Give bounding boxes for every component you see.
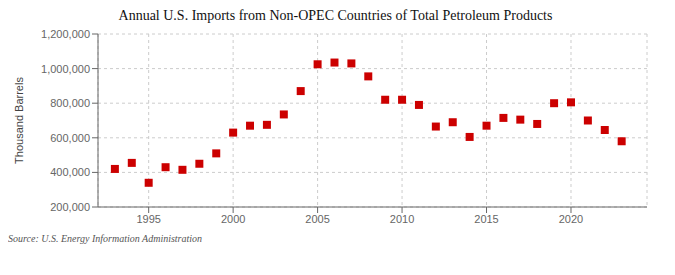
svg-text:1,000,000: 1,000,000 (41, 63, 90, 75)
svg-text:400,000: 400,000 (50, 166, 90, 178)
svg-text:2010: 2010 (390, 213, 414, 225)
svg-text:1995: 1995 (136, 213, 160, 225)
svg-text:2020: 2020 (559, 213, 583, 225)
svg-text:600,000: 600,000 (50, 132, 90, 144)
svg-text:Thousand Barrels: Thousand Barrels (13, 77, 25, 164)
svg-text:800,000: 800,000 (50, 97, 90, 109)
svg-text:2015: 2015 (474, 213, 498, 225)
svg-text:1,200,000: 1,200,000 (41, 28, 90, 40)
svg-text:2005: 2005 (305, 213, 329, 225)
html-text:Annual U.S. Imports from Non-O: Annual U.S. Imports from Non-OPEC Countr… (118, 8, 553, 23)
svg-text:2000: 2000 (221, 213, 245, 225)
html-text:Source: U.S. Energy Informatio: Source: U.S. Energy Information Administ… (8, 233, 203, 244)
svg-text:200,000: 200,000 (50, 201, 90, 213)
